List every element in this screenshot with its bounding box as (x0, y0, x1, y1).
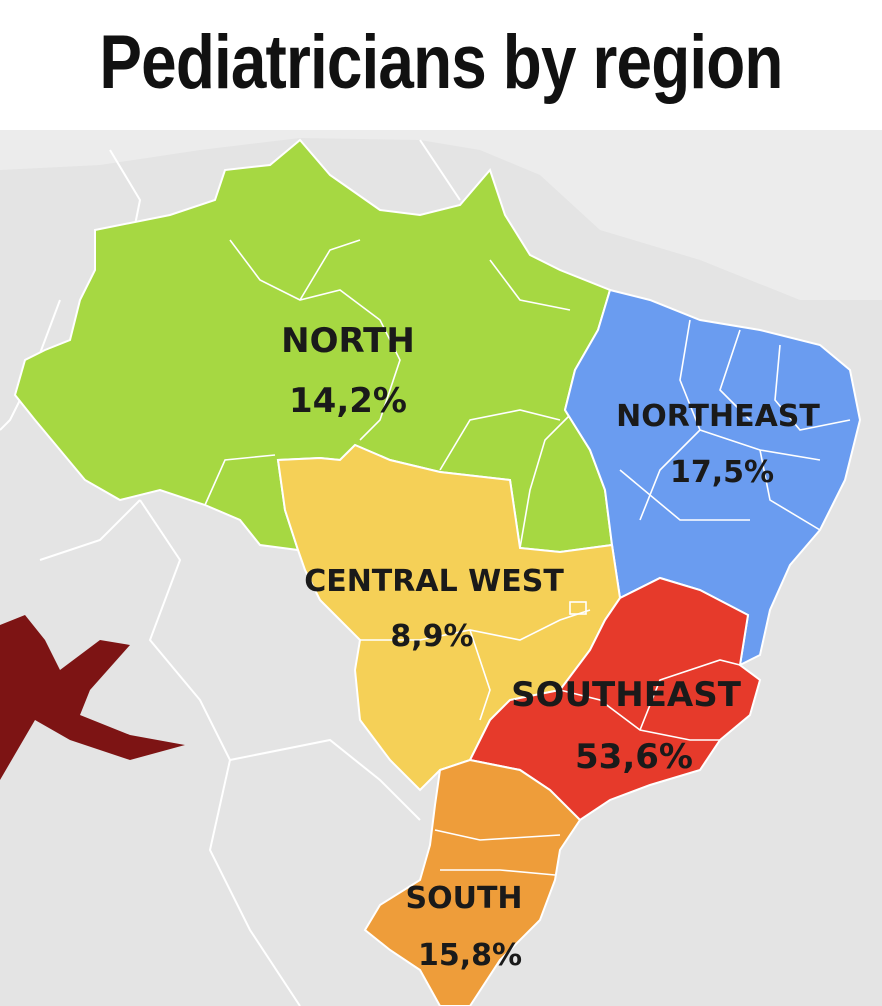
northeast-value-label: 17,5% (670, 455, 774, 490)
map-title: Pediatricians by region (99, 20, 783, 105)
southeast-state-borders (559, 659, 741, 741)
northeast-name-label: NORTHEAST (616, 399, 820, 434)
region-south (363, 758, 582, 1006)
northeast-state-borders (619, 319, 851, 531)
north-name-label: NORTH (281, 321, 415, 361)
central-west-name-label: CENTRAL WEST (304, 564, 564, 599)
south-value-label: 15,8% (418, 938, 522, 973)
north-state-borders (204, 239, 576, 549)
north-value-label: 14,2% (289, 381, 407, 421)
region-northeast (563, 288, 862, 667)
south-name-label: SOUTH (405, 881, 522, 916)
x-mark-icon (0, 615, 185, 780)
south-state-borders (434, 829, 561, 876)
southeast-value-label: 53,6% (575, 737, 693, 777)
region-southeast (468, 576, 762, 822)
central-west-value-label: 8,9% (390, 619, 473, 654)
central-west-state-borders (360, 601, 591, 721)
southeast-name-label: SOUTHEAST (511, 675, 742, 715)
